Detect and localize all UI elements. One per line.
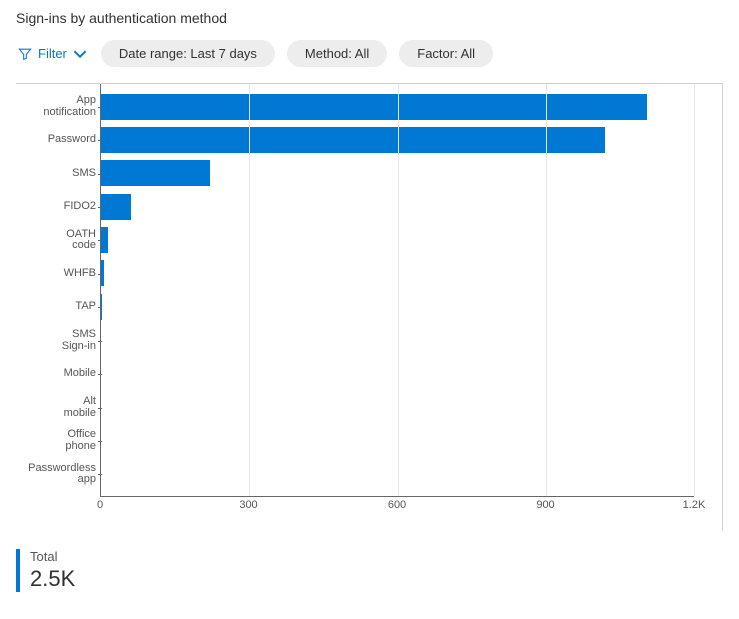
gridline [249,84,250,496]
y-axis-label: Appnotification [16,90,98,123]
x-axis-label: 0 [97,499,103,511]
chevron-down-icon [73,47,87,61]
bar[interactable] [101,160,210,186]
x-axis-label: 900 [536,499,554,511]
pill-date-range[interactable]: Date range: Last 7 days [101,40,275,67]
summary-card: Total 2.5K [16,549,723,592]
bar[interactable] [101,294,102,320]
y-axis-label: Mobile [16,357,98,390]
card-title: Sign-ins by authentication method [0,0,739,34]
y-axis-label: TAP [16,291,98,324]
gridline [398,84,399,496]
bar[interactable] [101,127,605,153]
y-axis-label: FIDO2 [16,190,98,223]
gridline [546,84,547,496]
gridline [694,84,695,496]
summary-label: Total [30,549,723,564]
filter-icon [18,47,32,61]
y-axis-label: Password [16,123,98,156]
filter-button[interactable]: Filter [16,42,89,65]
y-axis-label: WHFB [16,257,98,290]
filter-label: Filter [38,46,67,61]
bar[interactable] [101,260,104,286]
y-axis-label: Passwordlessapp [16,458,98,491]
y-axis-label: Altmobile [16,391,98,424]
y-axis-label: OATHcode [16,224,98,257]
y-axis-label: SMS [16,157,98,190]
x-axis-label: 1.2K [683,499,706,511]
pill-method[interactable]: Method: All [287,40,387,67]
chart: AppnotificationPasswordSMSFIDO2OATHcodeW… [16,83,723,531]
y-axis-label: Officephone [16,424,98,457]
bar[interactable] [101,194,131,220]
filter-row: Filter Date range: Last 7 days Method: A… [0,34,739,77]
summary-value: 2.5K [30,566,723,592]
x-axis-label: 300 [239,499,257,511]
bar[interactable] [101,94,647,120]
x-axis-label: 600 [388,499,406,511]
pill-factor[interactable]: Factor: All [399,40,493,67]
bar[interactable] [101,227,108,253]
y-axis-label: SMSSign-in [16,324,98,357]
